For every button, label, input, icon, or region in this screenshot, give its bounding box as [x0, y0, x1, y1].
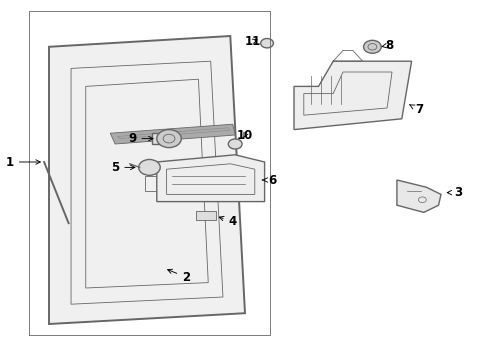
- Text: 6: 6: [262, 174, 276, 186]
- Polygon shape: [157, 155, 265, 202]
- Circle shape: [139, 159, 160, 175]
- Text: 3: 3: [447, 186, 462, 199]
- Bar: [196, 211, 216, 220]
- Circle shape: [261, 39, 273, 48]
- Text: 11: 11: [244, 35, 261, 48]
- Bar: [145, 176, 169, 191]
- Text: 7: 7: [410, 103, 423, 116]
- Circle shape: [157, 130, 181, 148]
- Polygon shape: [397, 180, 441, 212]
- Text: 10: 10: [237, 129, 253, 141]
- Text: 8: 8: [382, 39, 393, 51]
- Text: 1: 1: [6, 156, 40, 168]
- Circle shape: [228, 139, 242, 149]
- Polygon shape: [294, 61, 412, 130]
- Polygon shape: [110, 124, 235, 144]
- Text: 2: 2: [168, 269, 190, 284]
- Text: 5: 5: [111, 161, 135, 174]
- Text: 4: 4: [219, 215, 237, 228]
- Circle shape: [364, 40, 381, 53]
- Polygon shape: [49, 36, 245, 324]
- Bar: [152, 133, 169, 144]
- Text: 9: 9: [128, 132, 153, 145]
